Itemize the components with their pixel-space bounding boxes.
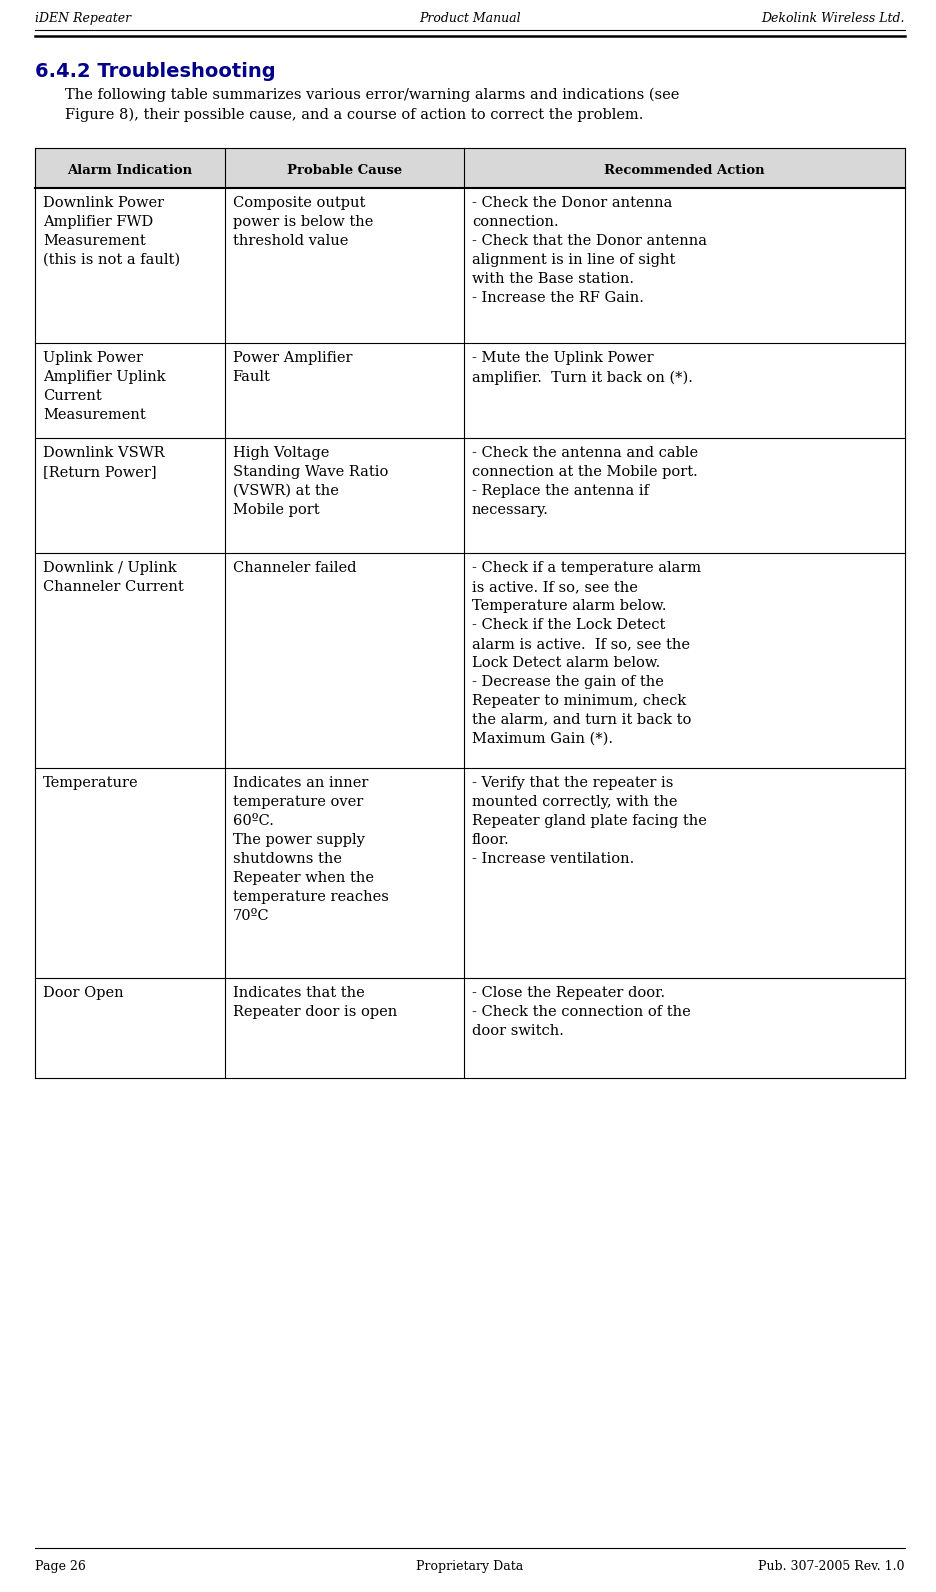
Text: Indicates an inner
temperature over
60ºC.
The power supply
shutdowns the
Repeate: Indicates an inner temperature over 60ºC… (232, 775, 388, 923)
Text: Probable Cause: Probable Cause (286, 164, 402, 177)
Bar (35, 767, 904, 977)
Text: Composite output
power is below the
threshold value: Composite output power is below the thre… (232, 196, 373, 248)
Text: - Check the antenna and cable
connection at the Mobile port.
- Replace the anten: - Check the antenna and cable connection… (472, 446, 697, 517)
Text: - Check the Donor antenna
connection.
- Check that the Donor antenna
alignment i: - Check the Donor antenna connection. - … (472, 196, 706, 304)
Text: Proprietary Data: Proprietary Data (416, 1560, 523, 1573)
Text: Downlink Power
Amplifier FWD
Measurement
(this is not a fault): Downlink Power Amplifier FWD Measurement… (43, 196, 180, 267)
Text: High Voltage
Standing Wave Ratio
(VSWR) at the
Mobile port: High Voltage Standing Wave Ratio (VSWR) … (232, 446, 388, 517)
Bar (35, 977, 904, 1078)
Text: Product Manual: Product Manual (418, 13, 520, 25)
Bar (35, 188, 904, 342)
Text: - Close the Repeater door.
- Check the connection of the
door switch.: - Close the Repeater door. - Check the c… (472, 985, 690, 1038)
Text: Temperature: Temperature (43, 775, 139, 790)
Text: Downlink VSWR
[Return Power]: Downlink VSWR [Return Power] (43, 446, 165, 479)
Text: - Check if a temperature alarm
is active. If so, see the
Temperature alarm below: - Check if a temperature alarm is active… (472, 560, 700, 745)
Text: Pub. 307-2005 Rev. 1.0: Pub. 307-2005 Rev. 1.0 (757, 1560, 904, 1573)
Bar (35, 148, 904, 188)
Text: Figure 8), their possible cause, and a course of action to correct the problem.: Figure 8), their possible cause, and a c… (65, 108, 643, 123)
Text: 6.4.2 Troubleshooting: 6.4.2 Troubleshooting (35, 62, 275, 81)
Text: Door Open: Door Open (43, 985, 124, 1000)
Text: iDEN Repeater: iDEN Repeater (35, 13, 131, 25)
Text: Page 26: Page 26 (35, 1560, 86, 1573)
Bar (35, 342, 904, 438)
Text: The following table summarizes various error/warning alarms and indications (see: The following table summarizes various e… (65, 88, 679, 102)
Text: - Mute the Uplink Power
amplifier.  Turn it back on (*).: - Mute the Uplink Power amplifier. Turn … (472, 350, 692, 385)
Bar (35, 438, 904, 552)
Bar (35, 552, 904, 767)
Text: Channeler failed: Channeler failed (232, 560, 356, 575)
Text: - Verify that the repeater is
mounted correctly, with the
Repeater gland plate f: - Verify that the repeater is mounted co… (472, 775, 706, 866)
Text: Indicates that the
Repeater door is open: Indicates that the Repeater door is open (232, 985, 397, 1019)
Text: Alarm Indication: Alarm Indication (67, 164, 192, 177)
Text: Recommended Action: Recommended Action (604, 164, 764, 177)
Text: Power Amplifier
Fault: Power Amplifier Fault (232, 350, 352, 384)
Text: Uplink Power
Amplifier Uplink
Current
Measurement: Uplink Power Amplifier Uplink Current Me… (43, 350, 166, 422)
Text: Dekolink Wireless Ltd.: Dekolink Wireless Ltd. (761, 13, 904, 25)
Text: Downlink / Uplink
Channeler Current: Downlink / Uplink Channeler Current (43, 560, 183, 594)
